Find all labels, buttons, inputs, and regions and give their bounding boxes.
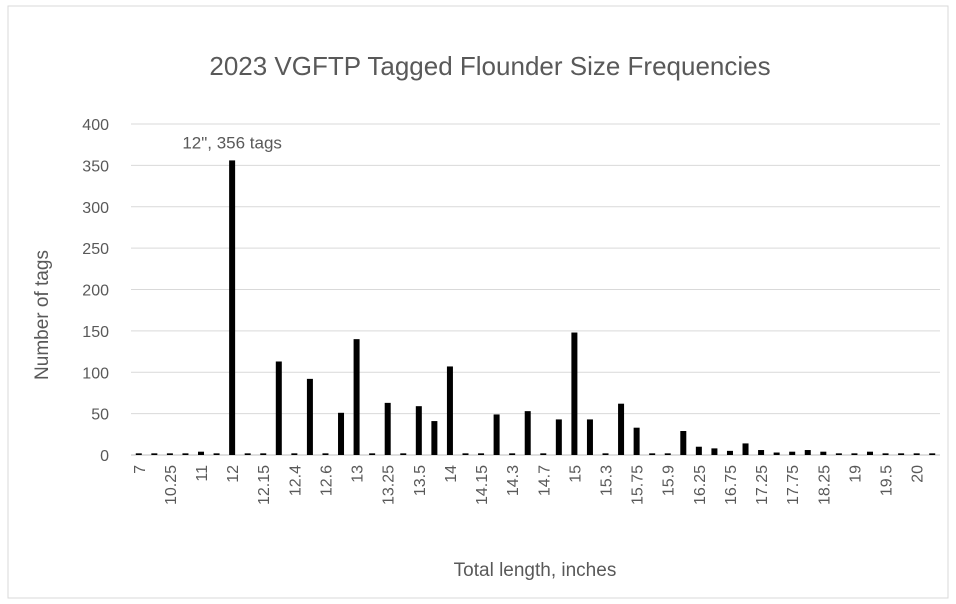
bar — [306, 378, 313, 455]
bar — [602, 453, 609, 455]
x-axis-title: Total length, inches — [454, 560, 617, 581]
x-tick-label: 20 — [910, 465, 927, 483]
bar — [586, 419, 593, 455]
bar — [338, 412, 345, 455]
bar — [400, 453, 407, 455]
x-tick-label: 18.25 — [816, 465, 833, 505]
x-tick-label: 10.25 — [163, 465, 180, 505]
bar — [742, 443, 749, 455]
bar — [462, 453, 469, 455]
chart-title: 2023 VGFTP Tagged Flounder Size Frequenc… — [209, 51, 770, 81]
x-tick-label: 11 — [194, 465, 211, 482]
y-tick-label: 300 — [82, 200, 109, 217]
x-tick-label: 14.15 — [474, 465, 491, 505]
annotation: 12", 356 tags — [182, 133, 282, 152]
bar — [182, 453, 189, 455]
x-tick-label: 15.75 — [630, 465, 647, 505]
bar — [882, 453, 889, 455]
x-tick-label: 19.5 — [879, 465, 896, 496]
x-tick-label: 7 — [132, 465, 149, 474]
bar — [275, 361, 282, 455]
bar — [213, 453, 220, 455]
bar — [229, 160, 236, 455]
bar — [540, 453, 547, 455]
x-tick-label: 15.3 — [599, 465, 616, 496]
x-tick-label: 16.75 — [723, 465, 740, 505]
bar — [820, 451, 827, 455]
x-tick-label: 17.75 — [785, 465, 802, 505]
bar — [789, 451, 796, 455]
bar — [415, 406, 422, 455]
bar — [695, 446, 702, 455]
bar — [913, 453, 920, 455]
bar — [478, 453, 485, 455]
bar — [804, 450, 811, 455]
chart-border — [7, 5, 949, 599]
x-tick-label: 12.4 — [287, 465, 304, 496]
y-axis-title: Number of tags — [32, 250, 53, 380]
bar — [758, 450, 765, 455]
bar — [726, 450, 733, 455]
x-tick-label: 15 — [567, 465, 584, 483]
bar — [555, 419, 562, 455]
y-tick-label: 400 — [82, 117, 109, 134]
bar — [866, 451, 873, 455]
bar — [618, 403, 625, 455]
bar — [244, 453, 251, 455]
bar — [166, 453, 173, 455]
bar — [649, 453, 656, 455]
bar — [571, 332, 578, 455]
bar — [664, 453, 671, 455]
bar — [711, 448, 718, 455]
bar — [446, 366, 453, 455]
x-tick-label: 12.15 — [256, 465, 273, 505]
y-tick-label: 150 — [82, 324, 109, 341]
y-tick-label: 250 — [82, 241, 109, 258]
x-tick-label: 13.5 — [412, 465, 429, 496]
x-tick-label: 14.7 — [536, 465, 553, 496]
x-tick-label: 12.6 — [318, 465, 335, 496]
bar — [384, 402, 391, 455]
bar — [135, 453, 142, 455]
x-tick-label: 14.3 — [505, 465, 522, 496]
bar — [369, 453, 376, 455]
bar — [431, 421, 438, 455]
bar — [898, 453, 905, 455]
y-tick-label: 200 — [82, 283, 109, 300]
bar — [493, 414, 500, 455]
bar — [151, 453, 158, 455]
bar — [633, 427, 640, 455]
y-tick-label: 100 — [82, 365, 109, 382]
x-tick-label: 16.25 — [692, 465, 709, 505]
bar — [835, 453, 842, 455]
x-tick-label: 13.25 — [381, 465, 398, 505]
bar — [680, 431, 687, 455]
x-tick-label: 12 — [225, 465, 242, 483]
bar — [353, 339, 360, 455]
bar — [322, 453, 329, 455]
bar — [773, 452, 780, 455]
x-tick-label: 14 — [443, 465, 460, 483]
x-tick-label: 13 — [350, 465, 367, 483]
x-tick-label: 17.25 — [754, 465, 771, 505]
x-tick-label: 15.9 — [661, 465, 678, 496]
x-tick-label: 19 — [847, 465, 864, 483]
bar — [509, 453, 516, 455]
bar — [260, 453, 267, 455]
bar — [929, 453, 936, 455]
bar — [291, 453, 298, 455]
y-tick-label: 0 — [100, 448, 109, 465]
y-tick-label: 50 — [91, 407, 109, 424]
bar — [524, 411, 531, 455]
bar — [198, 451, 205, 455]
y-tick-label: 350 — [82, 158, 109, 175]
bar — [851, 453, 858, 455]
